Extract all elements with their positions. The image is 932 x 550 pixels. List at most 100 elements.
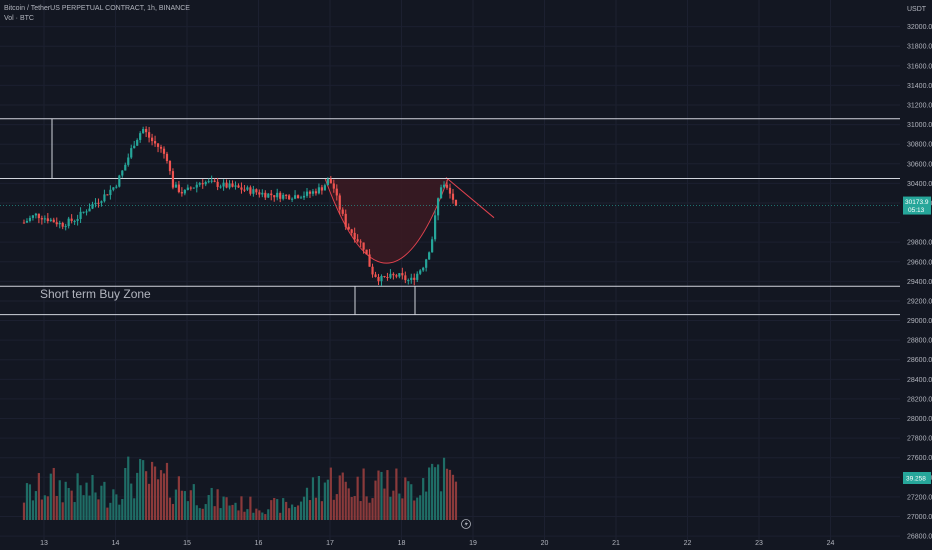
candle-body	[308, 191, 312, 194]
volume-bar	[225, 497, 228, 520]
candle-body	[222, 182, 225, 187]
volume-bar	[61, 502, 64, 520]
volume-bar	[329, 467, 332, 520]
volume-bar	[189, 490, 192, 520]
candle-body	[139, 133, 142, 140]
volume-bar	[311, 477, 315, 520]
volume-bar	[159, 470, 163, 520]
candle-body	[276, 192, 279, 198]
volume-bar	[377, 470, 380, 520]
price-tags: 30173.905:13 39.258	[0, 196, 931, 529]
candle-body	[377, 276, 380, 282]
candle-body	[76, 218, 79, 221]
candle-body	[252, 189, 255, 194]
volume-bar	[296, 505, 300, 520]
price-tick-label: 27600.0	[907, 455, 932, 462]
lightning-icon	[461, 519, 471, 529]
volume-bar	[416, 497, 419, 520]
candle-body	[347, 226, 350, 230]
candle-body	[112, 187, 115, 190]
volume-bar	[153, 466, 157, 520]
volume-bar	[374, 480, 377, 520]
zone-label: Short term Buy Zone	[40, 287, 151, 301]
volume-bar	[237, 510, 240, 520]
price-tick-label: 28600.0	[907, 357, 932, 364]
volume-bar	[180, 490, 183, 520]
candle-body	[153, 141, 157, 144]
volume-bar	[419, 495, 422, 520]
candle-body	[454, 199, 458, 206]
candle-body	[177, 184, 180, 193]
time-tick-label: 23	[755, 540, 763, 547]
candle-body	[28, 217, 32, 221]
volume-bar	[234, 502, 237, 520]
volume-tag-value: 39.258	[906, 476, 926, 483]
volume-bar	[216, 489, 219, 520]
candle-body	[407, 280, 410, 282]
candle-body	[136, 139, 139, 146]
candle-body	[219, 186, 222, 188]
candle-body	[46, 218, 49, 222]
volume-bar	[40, 499, 43, 520]
candle-body	[156, 143, 160, 147]
candle-body	[374, 274, 377, 277]
volume-bar	[410, 484, 413, 520]
candle-body	[213, 180, 216, 182]
volume-bar	[404, 477, 407, 520]
candle-body	[70, 218, 73, 221]
candle-body	[419, 270, 422, 274]
candle-body	[195, 184, 198, 188]
candle-body	[404, 275, 407, 281]
chart-header: Bitcoin / TetherUS PERPETUAL CONTRACT, 1…	[4, 4, 190, 24]
volume-bar	[451, 474, 455, 520]
time-axis[interactable]: 13 14 15 16 17 18 19 20 21 22 23 24	[40, 540, 834, 547]
time-tick-label: 24	[827, 540, 835, 547]
candle-body	[37, 213, 40, 219]
candle-body	[103, 194, 106, 202]
candle-body	[85, 211, 88, 213]
volume-bar	[37, 473, 40, 520]
candle-body	[109, 189, 112, 196]
price-axis[interactable]: USDT 32000.0 31800.0 31600.0 31400.0 31200.0 3…	[907, 6, 932, 541]
volume-bar	[148, 483, 151, 520]
candle-body	[264, 192, 267, 198]
volume-bar	[231, 504, 234, 520]
candle-body	[210, 180, 213, 182]
candle-body	[52, 219, 55, 223]
candle-body	[291, 198, 294, 200]
volume-bar	[261, 512, 264, 520]
time-tick-label: 13	[40, 540, 48, 547]
price-tick-label: 29200.0	[907, 298, 932, 305]
volume-bar	[398, 493, 401, 520]
candle-body	[395, 275, 398, 277]
volume-bar	[97, 499, 100, 520]
volume-bar	[121, 499, 124, 520]
candle-body	[106, 194, 109, 196]
candle-body	[332, 183, 335, 189]
volume-bar	[252, 512, 255, 520]
candle-body	[371, 266, 374, 275]
candle-body	[302, 195, 306, 198]
volume-bar	[291, 504, 294, 520]
volume-bar	[350, 496, 353, 520]
volume-bar	[335, 494, 338, 520]
price-tick-label: 31000.0	[907, 122, 932, 129]
candle-body	[442, 184, 446, 188]
candle-body	[40, 218, 43, 220]
price-tick-label: 29000.0	[907, 318, 932, 325]
candle-body	[296, 195, 300, 199]
last-price-value: 30173.9	[905, 199, 929, 206]
volume-bar	[79, 485, 82, 520]
candle-body	[127, 157, 130, 165]
volume-bar	[413, 500, 416, 520]
price-tick-label: 28400.0	[907, 377, 932, 384]
volume-bar	[389, 496, 392, 520]
candle-body	[323, 185, 326, 191]
price-tick-label: 31200.0	[907, 103, 932, 110]
volume-bar	[258, 510, 261, 520]
candle-body	[183, 189, 186, 194]
volume-bar	[139, 458, 142, 520]
price-tick-label: 29600.0	[907, 259, 932, 266]
candle-body	[279, 192, 282, 199]
